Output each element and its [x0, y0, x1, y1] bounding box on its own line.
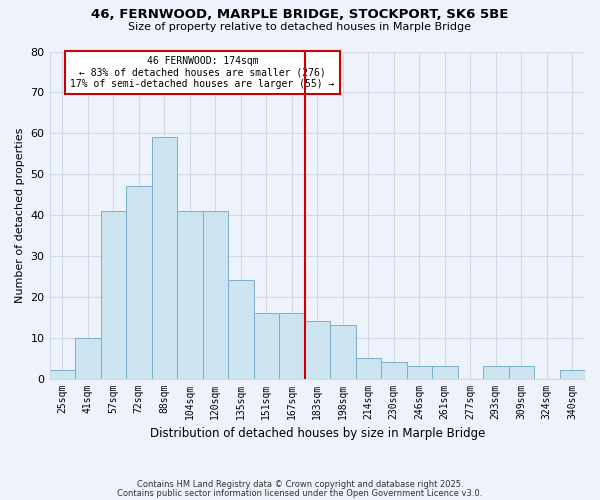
Bar — [254, 313, 279, 378]
Bar — [75, 338, 101, 378]
Bar — [356, 358, 381, 378]
Bar — [305, 322, 330, 378]
Bar — [279, 313, 305, 378]
Bar — [177, 211, 203, 378]
Bar — [228, 280, 254, 378]
Bar — [432, 366, 458, 378]
Bar — [509, 366, 534, 378]
Y-axis label: Number of detached properties: Number of detached properties — [15, 128, 25, 302]
Bar — [101, 211, 126, 378]
Bar — [203, 211, 228, 378]
Bar — [126, 186, 152, 378]
X-axis label: Distribution of detached houses by size in Marple Bridge: Distribution of detached houses by size … — [149, 427, 485, 440]
Bar — [381, 362, 407, 378]
Bar — [330, 326, 356, 378]
Bar — [50, 370, 75, 378]
Text: Size of property relative to detached houses in Marple Bridge: Size of property relative to detached ho… — [128, 22, 472, 32]
Text: Contains HM Land Registry data © Crown copyright and database right 2025.: Contains HM Land Registry data © Crown c… — [137, 480, 463, 489]
Bar — [152, 138, 177, 378]
Bar — [483, 366, 509, 378]
Text: Contains public sector information licensed under the Open Government Licence v3: Contains public sector information licen… — [118, 488, 482, 498]
Text: 46, FERNWOOD, MARPLE BRIDGE, STOCKPORT, SK6 5BE: 46, FERNWOOD, MARPLE BRIDGE, STOCKPORT, … — [91, 8, 509, 20]
Bar — [560, 370, 585, 378]
Bar — [407, 366, 432, 378]
Text: 46 FERNWOOD: 174sqm
← 83% of detached houses are smaller (276)
17% of semi-detac: 46 FERNWOOD: 174sqm ← 83% of detached ho… — [70, 56, 335, 89]
